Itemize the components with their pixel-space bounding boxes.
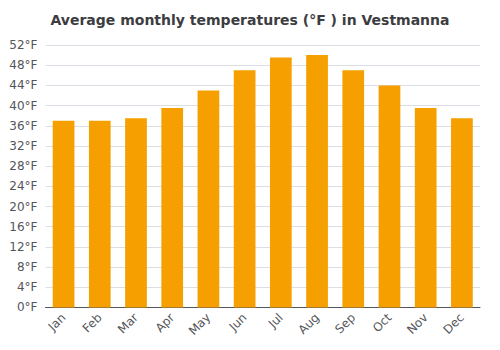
svg-text:24°F: 24°F: [9, 179, 37, 193]
svg-text:Feb: Feb: [80, 311, 105, 336]
svg-text:Nov: Nov: [404, 311, 430, 337]
svg-text:Jan: Jan: [45, 311, 69, 335]
svg-text:36°F: 36°F: [9, 119, 37, 133]
svg-text:48°F: 48°F: [9, 58, 37, 72]
svg-text:4°F: 4°F: [17, 280, 38, 294]
svg-text:Average monthly temperatures (: Average monthly temperatures (°F ) in Ve…: [51, 12, 450, 28]
svg-text:Mar: Mar: [115, 310, 141, 336]
svg-text:52°F: 52°F: [9, 38, 37, 52]
svg-text:Apr: Apr: [153, 310, 178, 335]
svg-text:Oct: Oct: [370, 310, 395, 335]
svg-text:40°F: 40°F: [9, 99, 37, 113]
svg-text:12°F: 12°F: [9, 240, 37, 254]
svg-text:8°F: 8°F: [17, 260, 38, 274]
svg-text:32°F: 32°F: [9, 139, 37, 153]
svg-text:Aug: Aug: [296, 311, 322, 337]
svg-text:Jun: Jun: [226, 311, 250, 335]
svg-text:Sep: Sep: [332, 311, 358, 337]
svg-text:May: May: [186, 311, 213, 338]
svg-text:Jul: Jul: [265, 311, 286, 332]
svg-text:Dec: Dec: [441, 311, 467, 337]
svg-text:20°F: 20°F: [9, 200, 37, 214]
svg-text:28°F: 28°F: [9, 159, 37, 173]
svg-text:16°F: 16°F: [9, 220, 37, 234]
svg-text:44°F: 44°F: [9, 78, 37, 92]
svg-text:0°F: 0°F: [17, 300, 38, 314]
